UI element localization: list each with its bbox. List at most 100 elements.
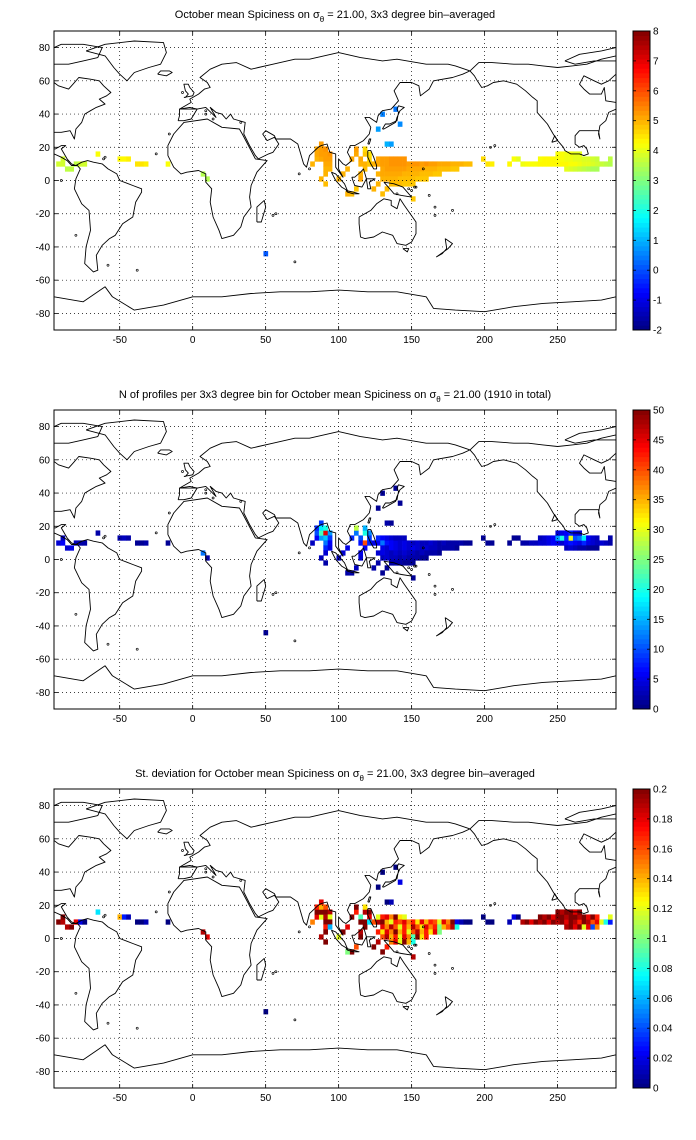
island [106, 1021, 110, 1025]
data-cell [389, 520, 394, 526]
data-cell [577, 166, 582, 172]
coastline [54, 419, 616, 692]
colorbar-step [633, 662, 650, 668]
colorbar-step [633, 185, 650, 191]
data-cell [327, 530, 333, 536]
data-cell [358, 934, 364, 940]
data-cell [389, 171, 394, 177]
data-cell [607, 540, 613, 546]
colorbar-step [633, 910, 650, 916]
island [493, 902, 497, 905]
colorbar-step [633, 957, 650, 963]
x-tick-label: 250 [549, 335, 566, 346]
x-tick-label: 150 [403, 335, 420, 346]
data-cell [64, 166, 70, 172]
data-cell [393, 176, 399, 182]
data-cell [367, 151, 372, 157]
coastline-segment [183, 83, 195, 98]
colorbar-step [633, 508, 650, 514]
data-cell [345, 924, 350, 930]
coastline-segment [564, 47, 616, 65]
data-cell [402, 176, 407, 182]
data-cell [516, 914, 521, 920]
island [239, 879, 243, 882]
data-cell [384, 171, 390, 177]
coastline-segment [351, 926, 367, 946]
colorbar-step [633, 203, 650, 209]
data-cell [410, 939, 416, 945]
colorbar-step [633, 620, 650, 626]
colorbar-step [633, 1017, 650, 1023]
data-cell [450, 924, 455, 930]
data-cell [358, 176, 364, 182]
colorbar-step [633, 840, 650, 846]
colorbar-step [633, 301, 650, 308]
colorbar-step [633, 96, 650, 102]
colorbar-step [633, 652, 650, 659]
colorbar-step [633, 292, 650, 298]
data-cell [603, 919, 609, 925]
data-cell [397, 560, 403, 566]
data-cell [318, 525, 324, 531]
data-cell [314, 156, 320, 162]
island [239, 500, 243, 503]
data-cell [349, 535, 355, 541]
y-tick-label: -40 [36, 242, 51, 253]
data-cell [397, 924, 403, 930]
data-cell [572, 545, 578, 551]
data-cell [82, 161, 88, 167]
data-cell [263, 251, 269, 257]
colorbar-step [633, 489, 650, 495]
data-cell [323, 919, 328, 925]
island [293, 639, 297, 643]
data-cell [489, 161, 495, 167]
data-cell [437, 550, 442, 556]
data-cell [555, 530, 561, 536]
coastline-segment [436, 996, 453, 1016]
data-cell [410, 954, 416, 960]
data-cell [367, 161, 372, 167]
data-cell [397, 500, 403, 506]
data-cell [406, 545, 412, 551]
data-cell [73, 919, 79, 925]
data-cell [594, 919, 600, 925]
data-cell [323, 151, 328, 157]
island [421, 546, 425, 550]
x-tick-label: 100 [330, 335, 347, 346]
coastline-segment [402, 248, 410, 253]
data-cell [389, 535, 394, 541]
data-cell [428, 550, 434, 556]
data-cell [323, 914, 328, 920]
coastline-segment [367, 908, 378, 928]
data-cell [419, 934, 425, 940]
colorbar-step [633, 255, 650, 261]
data-cell [380, 934, 385, 940]
coastline-segment [256, 199, 267, 223]
colorbar-step [633, 1008, 650, 1014]
data-cell [327, 151, 333, 157]
colorbar-step [633, 891, 650, 897]
data-cell [432, 919, 438, 925]
colorbar-step [633, 91, 650, 97]
island [297, 551, 301, 555]
data-cell [384, 540, 390, 546]
data-cell [432, 924, 438, 930]
data-cell [367, 919, 372, 925]
data-cell [397, 914, 403, 920]
island [395, 571, 399, 575]
data-cell [200, 171, 206, 177]
data-cell [463, 919, 469, 925]
colorbar-step [633, 1036, 650, 1042]
x-tick-label: 250 [549, 714, 566, 725]
coastline-segment [179, 52, 471, 178]
coastline-segment [345, 569, 360, 574]
data-cell [60, 535, 66, 541]
data-cell [594, 535, 600, 541]
colorbar-step [633, 236, 650, 242]
coastline-segment [351, 547, 367, 567]
data-cell [121, 156, 127, 162]
colorbar-step [633, 582, 650, 588]
data-cell [323, 525, 328, 531]
colorbar-step [633, 320, 650, 326]
data-cell [607, 156, 613, 162]
